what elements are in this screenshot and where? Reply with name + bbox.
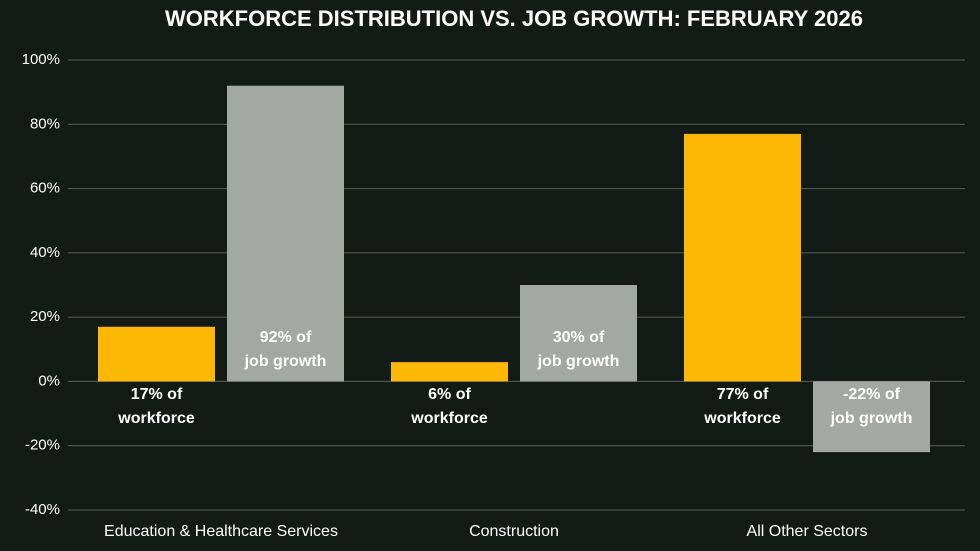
value-label: 77% of workforce [704, 386, 781, 428]
value-label: 17% of workforce [118, 386, 195, 428]
y-tick-label: 100% [22, 51, 60, 68]
y-tick-label: -20% [25, 437, 60, 454]
value-label: -22% of job growth [830, 386, 913, 428]
y-tick-label: 80% [30, 115, 60, 132]
bar [98, 326, 215, 382]
value-label: 92% of job growth [244, 329, 327, 371]
y-tick-label: -40% [25, 501, 60, 518]
x-tick-label: Education & Healthcare Services [104, 523, 338, 540]
bar [813, 381, 930, 453]
y-tick-label: 60% [30, 180, 60, 197]
bar [520, 285, 637, 382]
y-tick-label: 20% [30, 308, 60, 325]
y-tick-label: 40% [30, 244, 60, 261]
value-label: 6% of workforce [411, 386, 488, 428]
x-tick-label: Construction [469, 523, 559, 540]
chart-title: WORKFORCE DISTRIBUTION VS. JOB GROWTH: F… [165, 6, 863, 31]
bar [684, 133, 801, 382]
bar [227, 85, 344, 382]
y-tick-label: 0% [38, 372, 60, 389]
value-label: 30% of job growth [537, 329, 620, 371]
bar [391, 362, 508, 382]
x-tick-label: All Other Sectors [747, 523, 868, 540]
